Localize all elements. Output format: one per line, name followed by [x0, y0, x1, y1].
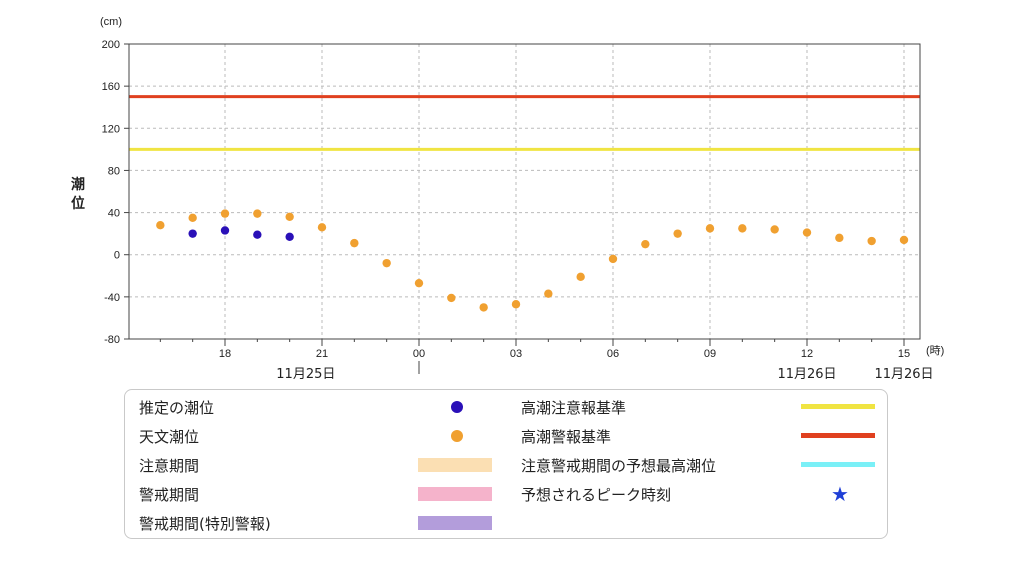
legend-marker-astronomical-tide — [451, 430, 463, 442]
data-point — [350, 238, 359, 248]
legend-marker-storm-surge-advisory — [801, 404, 875, 409]
data-point — [317, 223, 327, 232]
legend-label-predicted-max-tide: 注意警戒期間の予想最高潮位 — [521, 457, 717, 475]
data-point — [738, 224, 747, 233]
data-point — [641, 239, 650, 249]
legend-label-astronomical-tide: 天文潮位 — [139, 428, 200, 446]
x-tick-label: 09 — [704, 348, 716, 360]
axes: 200 160 120 80 40 0 -40 -80 18 21 00 03 06 09 12 15 11月2… — [102, 39, 934, 382]
data-point — [447, 293, 456, 303]
grid — [129, 44, 920, 339]
data-point — [253, 209, 262, 218]
star-icon: ★ — [831, 482, 849, 506]
legend-label-storm-surge-warning: 高潮警報基準 — [521, 428, 612, 446]
legend: 推定の潮位 天文潮位 注意期間 警戒期間 警戒期間(特別警報) 高潮注意報基準 … — [124, 389, 888, 539]
data-point — [835, 233, 844, 243]
threshold-lines — [129, 95, 920, 151]
data-point — [285, 232, 294, 242]
y-tick-label: -80 — [104, 334, 120, 346]
y-tick-label: 160 — [102, 81, 120, 93]
x-tick-label: 21 — [316, 348, 328, 360]
data-point — [220, 226, 230, 235]
data-point — [608, 254, 618, 264]
y-tick-label: 200 — [102, 39, 120, 51]
data-point — [253, 230, 262, 239]
date-label: 11月25日 — [276, 367, 335, 382]
x-tick-label: 18 — [219, 348, 231, 360]
data-point — [285, 212, 294, 221]
tide-chart: 200 160 120 80 40 0 -40 -80 18 21 00 03 06 09 12 15 11月2… — [71, 16, 944, 382]
y-tick-label: 40 — [108, 208, 120, 220]
legend-marker-special-warning-period — [418, 516, 492, 530]
legend-marker-warning-period — [418, 487, 492, 501]
legend-label-caution-period: 注意期間 — [139, 457, 200, 475]
data-point — [414, 278, 424, 288]
data-point — [544, 289, 553, 298]
y-axis-label-2: 位 — [71, 195, 85, 212]
x-tick-label: 12 — [801, 348, 813, 360]
x-tick-label: 00 — [413, 348, 425, 360]
legend-marker-estimated-tide — [451, 401, 463, 413]
data-point — [188, 229, 197, 238]
x-tick-label: 15 — [898, 348, 910, 360]
x-tick-label: 03 — [510, 348, 522, 360]
legend-marker-storm-surge-warning — [801, 433, 875, 438]
y-unit-label: (cm) — [100, 16, 122, 28]
data-point — [220, 209, 230, 218]
x-unit-label: (時) — [926, 344, 944, 357]
data-point — [511, 300, 521, 309]
data-point — [156, 221, 165, 230]
y-tick-label: 80 — [108, 165, 120, 177]
legend-marker-predicted-max-tide — [801, 462, 875, 467]
data-point — [899, 235, 909, 245]
legend-label-estimated-tide: 推定の潮位 — [139, 399, 215, 417]
data-point — [770, 225, 779, 234]
data-point — [576, 272, 585, 282]
data-point — [705, 224, 715, 233]
data-point — [479, 303, 488, 312]
data-point — [382, 258, 391, 268]
data-point — [188, 213, 197, 223]
data-point — [673, 229, 682, 238]
y-tick-label: 120 — [102, 123, 120, 135]
data-point — [802, 228, 812, 237]
legend-label-peak-time: 予想されるピーク時刻 — [521, 486, 672, 504]
plot-frame — [128, 43, 921, 340]
date-label: 11月26日 — [777, 367, 836, 382]
y-tick-label: 0 — [114, 250, 120, 262]
legend-marker-caution-period — [418, 458, 492, 472]
date-label: 11月26日 — [874, 367, 933, 382]
data-points — [156, 209, 909, 312]
legend-label-warning-period: 警戒期間 — [139, 486, 200, 504]
x-tick-label: 06 — [607, 348, 619, 360]
legend-label-storm-surge-advisory: 高潮注意報基準 — [521, 399, 627, 417]
y-axis-label-1: 潮 — [71, 176, 85, 193]
data-point — [867, 236, 876, 246]
y-tick-label: -40 — [104, 292, 120, 304]
legend-label-special-warning-period: 警戒期間(特別警報) — [139, 515, 271, 533]
